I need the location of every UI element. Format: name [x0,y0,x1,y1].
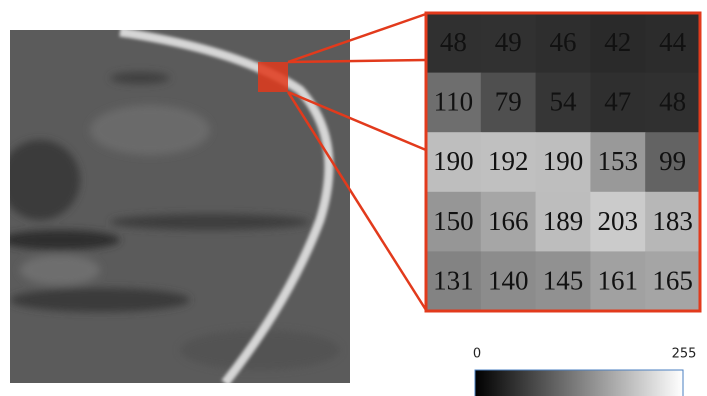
colorbar-max: 255 [672,347,697,362]
pixel-value: 153 [598,146,639,176]
pixel-value: 99 [659,146,686,176]
pixel-value: 192 [488,146,529,176]
pixel-value: 145 [543,265,584,295]
pixel-value: 54 [550,87,578,117]
colorbar-min: 0 [473,347,481,362]
pixel-value: 131 [433,265,474,295]
pixel-value: 47 [604,87,631,117]
pixel-value: 183 [652,206,693,236]
road-photo [0,30,350,383]
colorbar [475,370,683,396]
pixel-value: 79 [495,87,522,117]
pixel-value: 190 [543,146,584,176]
pixel-value: 203 [598,206,639,236]
pixel-value: 161 [598,265,639,295]
figure: 48 49 46 42 44 110 79 54 47 48 190 192 190 153 99 150 16… [0,0,707,396]
zoom-region [258,62,288,92]
pixel-value: 166 [488,206,529,236]
pixel-grid: 48 49 46 42 44 110 79 54 47 48 190 192 190 153 99 150 16… [426,13,701,312]
pixel-value: 42 [604,27,631,57]
pixel-value: 48 [659,87,686,117]
pixel-value: 49 [495,27,522,57]
pixel-value: 46 [550,27,577,57]
pixel-value: 110 [434,87,474,117]
pixel-value: 165 [652,265,693,295]
pixel-value: 190 [433,146,474,176]
pixel-value: 150 [433,206,474,236]
pixel-value: 44 [659,27,687,57]
pixel-value: 189 [543,206,584,236]
pixel-value: 48 [440,27,467,57]
pixel-value: 140 [488,265,529,295]
